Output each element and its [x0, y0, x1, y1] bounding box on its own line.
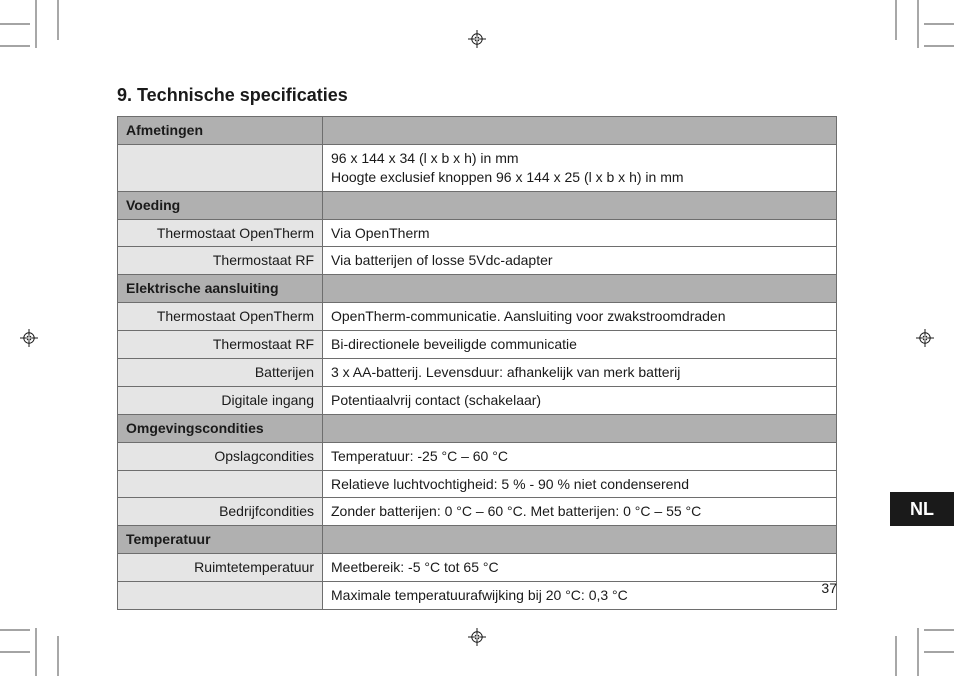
row-label [118, 144, 323, 191]
registration-mark-icon [916, 329, 934, 347]
row-label [118, 582, 323, 610]
row-label: Digitale ingang [118, 386, 323, 414]
row-value: 96 x 144 x 34 (l x b x h) in mmHoogte ex… [323, 144, 837, 191]
language-tab: NL [890, 492, 954, 526]
section-row: Afmetingen [118, 117, 837, 145]
data-row: Maximale temperatuurafwijking bij 20 °C:… [118, 582, 837, 610]
row-value: OpenTherm-communicatie. Aansluiting voor… [323, 303, 837, 331]
row-label: Omgevingscondities [118, 414, 323, 442]
page-number: 37 [821, 580, 837, 596]
row-label: Afmetingen [118, 117, 323, 145]
row-value: Via OpenTherm [323, 219, 837, 247]
page-content: 9. Technische specificaties Afmetingen96… [117, 85, 837, 610]
row-value: Zonder batterijen: 0 °C – 60 °C. Met bat… [323, 498, 837, 526]
row-label: Thermostaat OpenTherm [118, 303, 323, 331]
section-row: Voeding [118, 191, 837, 219]
row-label: Batterijen [118, 359, 323, 387]
row-label: Bedrijfcondities [118, 498, 323, 526]
row-label: Thermostaat RF [118, 331, 323, 359]
data-row: Thermostaat OpenThermOpenTherm-communica… [118, 303, 837, 331]
data-row: OpslagconditiesTemperatuur: -25 °C – 60 … [118, 442, 837, 470]
row-value [323, 191, 837, 219]
row-value: Relatieve luchtvochtigheid: 5 % - 90 % n… [323, 470, 837, 498]
row-label: Thermostaat RF [118, 247, 323, 275]
data-row: Thermostaat OpenThermVia OpenTherm [118, 219, 837, 247]
data-row: Thermostaat RFVia batterijen of losse 5V… [118, 247, 837, 275]
row-value: Temperatuur: -25 °C – 60 °C [323, 442, 837, 470]
row-value [323, 414, 837, 442]
row-value [323, 117, 837, 145]
row-label: Opslagcondities [118, 442, 323, 470]
row-label: Elektrische aansluiting [118, 275, 323, 303]
row-label [118, 470, 323, 498]
registration-mark-icon [20, 329, 38, 347]
row-label: Temperatuur [118, 526, 323, 554]
row-value [323, 526, 837, 554]
row-label: Ruimtetemperatuur [118, 554, 323, 582]
spec-table: Afmetingen96 x 144 x 34 (l x b x h) in m… [117, 116, 837, 610]
row-label: Thermostaat OpenTherm [118, 219, 323, 247]
data-row: BedrijfconditiesZonder batterijen: 0 °C … [118, 498, 837, 526]
row-value: Bi-directionele beveiligde communicatie [323, 331, 837, 359]
section-heading: 9. Technische specificaties [117, 85, 837, 106]
section-row: Temperatuur [118, 526, 837, 554]
data-row: Digitale ingangPotentiaalvrij contact (s… [118, 386, 837, 414]
row-value [323, 275, 837, 303]
data-row: 96 x 144 x 34 (l x b x h) in mmHoogte ex… [118, 144, 837, 191]
section-row: Omgevingscondities [118, 414, 837, 442]
registration-mark-icon [468, 628, 486, 646]
row-value: Maximale temperatuurafwijking bij 20 °C:… [323, 582, 837, 610]
section-row: Elektrische aansluiting [118, 275, 837, 303]
row-value: 3 x AA-batterij. Levensduur: afhankelijk… [323, 359, 837, 387]
row-label: Voeding [118, 191, 323, 219]
row-value: Via batterijen of losse 5Vdc-adapter [323, 247, 837, 275]
row-value: Potentiaalvrij contact (schakelaar) [323, 386, 837, 414]
data-row: Relatieve luchtvochtigheid: 5 % - 90 % n… [118, 470, 837, 498]
data-row: Thermostaat RFBi-directionele beveiligde… [118, 331, 837, 359]
registration-mark-icon [468, 30, 486, 48]
data-row: Batterijen3 x AA-batterij. Levensduur: a… [118, 359, 837, 387]
data-row: RuimtetemperatuurMeetbereik: -5 °C tot 6… [118, 554, 837, 582]
row-value: Meetbereik: -5 °C tot 65 °C [323, 554, 837, 582]
